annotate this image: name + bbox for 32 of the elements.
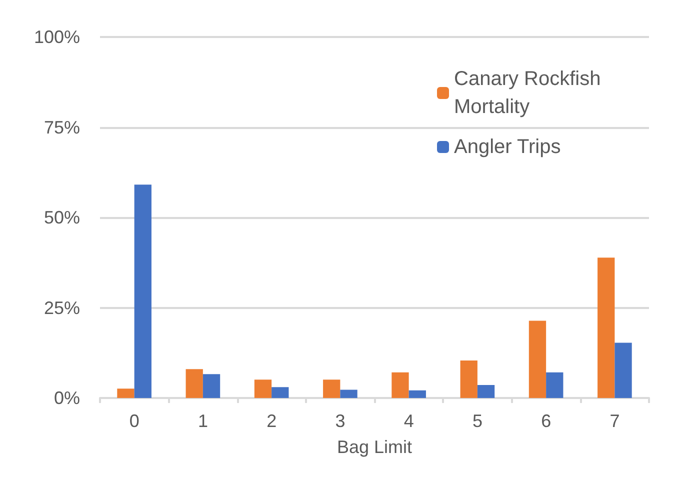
bar	[134, 184, 152, 398]
bar	[528, 320, 546, 398]
legend-label: Canary Rockfish Mortality	[454, 68, 606, 118]
bar	[272, 387, 289, 398]
x-tick-label: 6	[541, 411, 552, 431]
bar	[614, 342, 632, 398]
y-tick-label: 0%	[54, 388, 80, 408]
x-tick-label: 2	[266, 411, 277, 431]
x-tick-label: 7	[610, 411, 620, 431]
x-tick-label: 3	[335, 411, 346, 431]
bar	[477, 385, 495, 398]
y-tick-label: 75%	[44, 117, 80, 138]
bar	[598, 258, 615, 398]
bar	[340, 390, 358, 398]
y-tick-label: 100%	[34, 27, 80, 47]
x-tick-label: 1	[198, 411, 208, 431]
bar	[408, 390, 426, 398]
x-tick-label: 0	[129, 411, 140, 431]
y-tick-label: 25%	[44, 298, 80, 318]
x-axis-title: Bag Limit	[336, 437, 412, 457]
bar	[460, 360, 478, 398]
bar	[186, 369, 203, 398]
x-tick-label: 5	[472, 411, 482, 431]
bar	[254, 380, 272, 398]
bar	[392, 372, 409, 398]
bar	[117, 388, 134, 398]
bar	[202, 374, 220, 398]
legend-label: Angler Trips	[454, 136, 561, 158]
bar	[323, 380, 340, 398]
y-tick-label: 50%	[44, 208, 80, 228]
bar	[546, 372, 564, 398]
x-tick-label: 4	[404, 411, 414, 431]
